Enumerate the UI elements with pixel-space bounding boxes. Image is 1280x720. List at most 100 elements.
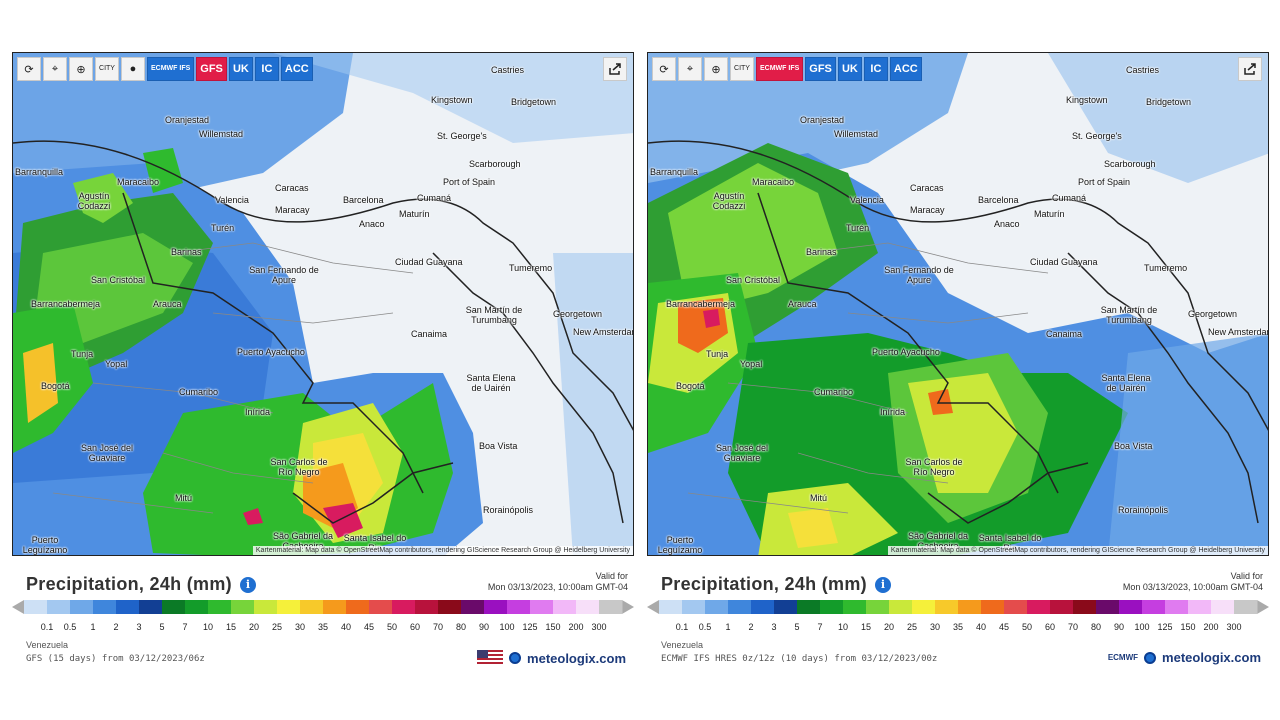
scale-swatch [530,600,554,614]
scale-right-arrow-icon [622,600,634,614]
scale-swatch [438,600,462,614]
model-ic-button[interactable]: IC [254,57,279,81]
city-label: Tunja [71,349,94,359]
scale-swatch [1050,600,1074,614]
scale-tick-label: 80 [455,622,467,632]
city-toggle-button[interactable]: CITY [730,57,754,81]
city-toggle-button[interactable]: CITY [95,57,119,81]
scale-tick-label: 20 [248,622,260,632]
valid-time: Valid for Mon 03/13/2023, 10:00am GMT-04 [488,571,628,593]
model-ic-button[interactable]: IC [863,57,888,81]
model-acc-button[interactable]: ACC [280,57,313,81]
scale-tick-label: 5 [159,622,165,632]
scale-swatch [323,600,347,614]
city-label: Barcelona [978,195,1019,205]
dot-marker-icon[interactable]: ● [121,57,145,81]
scale-tick-label: 15 [225,622,237,632]
scale-tick-label: 50 [1021,622,1033,632]
model-gfs-button[interactable]: GFS [196,57,227,81]
gfs-panel: ⟳ ⌖ ⊕ CITY ● ECMWF IFS GFS UK IC ACC Cas… [12,52,634,720]
scale-swatch [866,600,890,614]
city-label: Georgetown [553,309,603,319]
city-label: Oranjestad [800,115,845,125]
scale-swatch [1165,600,1189,614]
city-label: Bogotá [41,381,70,391]
location-pin-icon[interactable]: ⌖ [43,57,67,81]
scale-tick-label: 10 [837,622,849,632]
scale-swatch [553,600,577,614]
city-label: Scarborough [1104,159,1156,169]
brand-logo[interactable]: meteologix.com [477,650,626,666]
refresh-icon[interactable]: ⟳ [652,57,676,81]
scale-tick-labels: 0.1 0.5 1 2 3 5 7 10 15 20 25 30 35 40 45 50 60 70 80 90 100… [12,622,634,634]
scale-swatch [843,600,867,614]
scale-swatch [958,600,982,614]
scale-tick-label: 1 [90,622,96,632]
model-ecmwf-button[interactable]: ECMWF IFS [147,57,195,81]
city-label: Mitú [810,493,828,503]
scale-swatch [1004,600,1028,614]
scale-swatch [935,600,959,614]
city-label: Bogotá [676,381,705,391]
city-label: St. George's [437,131,487,141]
scale-swatch [1188,600,1212,614]
scale-swatch [659,600,683,614]
us-flag-icon [477,650,504,666]
scale-tick-label: 200 [1203,622,1219,632]
brand-logo[interactable]: ECMWF meteologix.com [1108,650,1261,665]
city-label: Castries [1126,65,1160,75]
scale-swatch [185,600,209,614]
city-label: Santa Elena de Uairén [1101,373,1151,393]
gfs-map[interactable]: ⟳ ⌖ ⊕ CITY ● ECMWF IFS GFS UK IC ACC Cas… [12,52,634,556]
scale-tick-label: 45 [998,622,1010,632]
ecmwf-map[interactable]: ⟳ ⌖ ⊕ CITY ECMWF IFS GFS UK IC ACC Castr… [647,52,1269,556]
model-uk-button[interactable]: UK [228,57,253,81]
scale-tick-label: 10 [202,622,214,632]
scale-swatch [392,600,416,614]
refresh-icon[interactable]: ⟳ [17,57,41,81]
scale-tick-label: 70 [432,622,444,632]
model-acc-button[interactable]: ACC [889,57,922,81]
color-scale [12,600,634,614]
scale-tick-label: 30 [929,622,941,632]
scale-tick-label: 100 [1134,622,1150,632]
scale-swatch [1073,600,1097,614]
scale-swatch [728,600,752,614]
city-label: Bridgetown [511,97,557,107]
zoom-icon[interactable]: ⊕ [69,57,93,81]
chart-title-row: Precipitation, 24h (mm) i [26,574,256,595]
scale-swatch [981,600,1005,614]
scale-swatch [774,600,798,614]
city-label: Mitú [175,493,193,503]
info-icon[interactable]: i [874,576,891,593]
scale-swatch [300,600,324,614]
valid-date: Mon 03/13/2023, 10:00am GMT-04 [1122,582,1263,592]
scale-tick-label: 60 [409,622,421,632]
share-icon[interactable] [603,57,627,81]
meteologix-logo-icon [509,652,522,664]
scale-swatch [461,600,485,614]
city-label: Anaco [994,219,1020,229]
map-toolbar: ⟳ ⌖ ⊕ CITY ECMWF IFS GFS UK IC ACC [652,57,922,81]
scale-swatch [1096,600,1120,614]
scale-swatch [889,600,913,614]
city-label: Ciudad Guayana [395,257,463,267]
scale-swatch [70,600,94,614]
scale-swatch [346,600,370,614]
share-icon[interactable] [1238,57,1262,81]
model-ecmwf-button[interactable]: ECMWF IFS [756,57,804,81]
scale-tick-label: 200 [568,622,584,632]
model-uk-button[interactable]: UK [837,57,862,81]
city-label: San Martín de Turumbang [1100,305,1158,325]
location-pin-icon[interactable]: ⌖ [678,57,702,81]
city-label: San Carlos de Río Negro [905,457,963,477]
city-label: Arauca [788,299,817,309]
info-icon[interactable]: i [239,576,256,593]
scale-tick-label: 60 [1044,622,1056,632]
city-label: Barrancabermeja [666,299,736,309]
scale-tick-label: 7 [182,622,188,632]
model-gfs-button[interactable]: GFS [805,57,836,81]
zoom-icon[interactable]: ⊕ [704,57,728,81]
scale-swatch [277,600,301,614]
city-label: Maracaibo [117,177,160,187]
